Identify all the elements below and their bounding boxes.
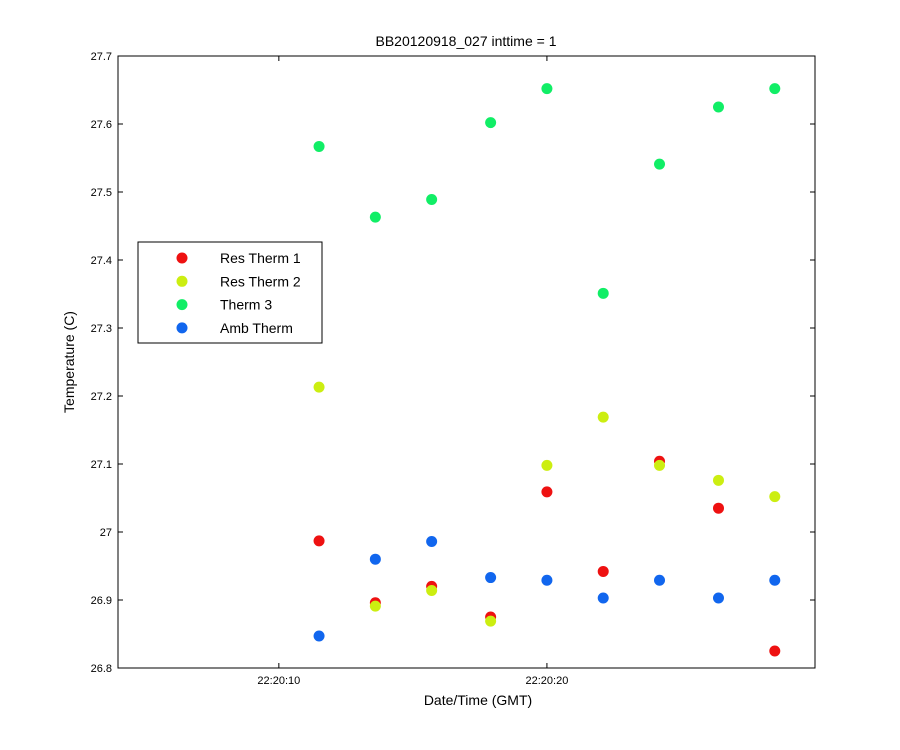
data-point xyxy=(426,536,438,548)
y-tick-label: 27.7 xyxy=(91,51,112,63)
y-tick-label: 27.6 xyxy=(91,119,112,131)
legend-label: Therm 3 xyxy=(220,297,272,313)
data-points xyxy=(313,83,781,657)
data-point xyxy=(541,574,553,586)
data-point xyxy=(597,411,609,423)
y-tick-label: 26.9 xyxy=(91,595,112,607)
series-amb-therm xyxy=(313,536,781,642)
plot-area xyxy=(117,55,816,669)
data-point xyxy=(541,83,553,95)
data-point xyxy=(769,645,781,657)
legend-marker xyxy=(176,299,188,311)
y-axis-label: Temperature (C) xyxy=(61,311,77,413)
x-tick-label: 22:20:10 xyxy=(257,675,300,687)
legend: Res Therm 1 Res Therm 2 Therm 3 Amb Therm xyxy=(137,241,323,344)
data-point xyxy=(369,553,381,565)
data-point xyxy=(485,117,497,129)
x-axis: 22:20:10 22:20:20 xyxy=(257,56,568,687)
data-point xyxy=(313,630,325,642)
data-point xyxy=(485,615,497,627)
data-point xyxy=(597,565,609,577)
series-res-therm-2 xyxy=(313,381,781,627)
x-tick-label: 22:20:20 xyxy=(526,675,569,687)
data-point xyxy=(654,574,666,586)
data-point xyxy=(769,83,781,95)
data-point xyxy=(597,592,609,604)
data-point xyxy=(541,486,553,498)
y-tick-label: 27 xyxy=(100,527,112,539)
data-point xyxy=(313,140,325,152)
legend-marker xyxy=(176,252,188,264)
legend-label: Amb Therm xyxy=(220,320,293,336)
data-point xyxy=(769,491,781,503)
legend-box xyxy=(137,241,323,344)
legend-label: Res Therm 2 xyxy=(220,273,301,289)
data-point xyxy=(597,287,609,299)
data-point xyxy=(485,572,497,584)
y-axis: 26.8 26.9 27 27.1 27.2 27.3 27.4 27.5 27.6 27.7 xyxy=(91,51,815,675)
x-axis-label: Date/Time (GMT) xyxy=(424,692,532,708)
data-point xyxy=(712,474,724,486)
y-tick-label: 27.5 xyxy=(91,187,112,199)
data-point xyxy=(313,381,325,393)
data-point xyxy=(426,193,438,205)
data-point xyxy=(769,574,781,586)
data-point xyxy=(369,600,381,612)
series-therm-3 xyxy=(313,83,781,299)
y-tick-label: 27.2 xyxy=(91,391,112,403)
data-point xyxy=(654,459,666,471)
data-point xyxy=(541,459,553,471)
y-tick-label: 27.3 xyxy=(91,323,112,335)
y-tick-label: 26.8 xyxy=(91,663,112,675)
data-point xyxy=(712,592,724,604)
legend-marker xyxy=(176,322,188,334)
chart-title: BB20120918_027 inttime = 1 xyxy=(376,33,557,49)
y-tick-label: 27.1 xyxy=(91,459,112,471)
data-point xyxy=(712,502,724,514)
data-point xyxy=(313,535,325,547)
legend-marker xyxy=(176,275,188,287)
y-tick-label: 27.4 xyxy=(91,255,112,267)
data-point xyxy=(712,101,724,113)
data-point xyxy=(426,584,438,596)
data-point xyxy=(654,158,666,170)
legend-label: Res Therm 1 xyxy=(220,250,301,266)
data-point xyxy=(369,211,381,223)
